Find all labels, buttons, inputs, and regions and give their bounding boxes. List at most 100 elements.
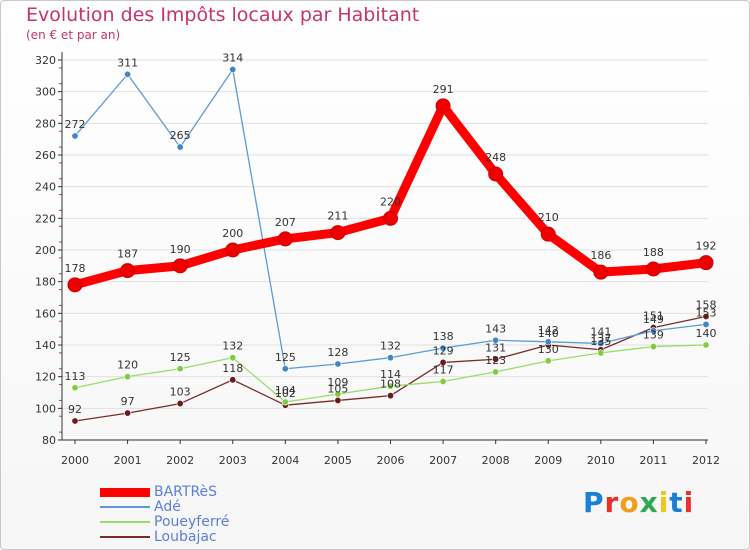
data-point — [702, 341, 710, 349]
data-label: 207 — [275, 216, 296, 229]
data-label: 210 — [538, 211, 559, 224]
data-label: 190 — [170, 243, 191, 256]
data-point — [383, 210, 398, 226]
data-point — [229, 66, 237, 74]
gridlines — [62, 59, 708, 441]
data-label: 141 — [590, 325, 611, 338]
series-lines — [67, 66, 714, 425]
data-point — [330, 225, 346, 241]
data-point — [334, 390, 342, 398]
data-point — [124, 70, 132, 78]
data-point — [698, 255, 714, 271]
x-tick-label: 2009 — [534, 454, 562, 467]
y-tick-label: 220 — [35, 212, 56, 225]
data-point — [492, 355, 500, 363]
data-label: 114 — [380, 368, 401, 381]
data-point — [597, 349, 605, 357]
x-tick-label: 2011 — [639, 454, 667, 467]
data-label: 123 — [485, 354, 506, 367]
logo-letter: i — [683, 486, 695, 519]
data-point — [492, 336, 500, 344]
data-label: 118 — [222, 362, 243, 375]
x-tick-label: 2002 — [166, 454, 194, 467]
data-label: 272 — [65, 118, 86, 131]
data-point — [597, 339, 605, 347]
data-point — [120, 263, 136, 279]
data-label: 265 — [170, 129, 191, 142]
y-tick-label: 240 — [35, 181, 56, 194]
data-point — [334, 396, 342, 404]
data-label: 137 — [590, 332, 611, 345]
legend-label: Poueyferré — [154, 514, 230, 530]
data-point — [225, 242, 241, 258]
data-label: 104 — [275, 384, 296, 397]
data-label: 143 — [485, 322, 506, 335]
chart-title: Evolution des Impôts locaux par Habitant — [26, 4, 420, 26]
y-tick-label: 120 — [35, 371, 56, 384]
data-point — [544, 357, 552, 365]
data-label: 142 — [538, 324, 559, 337]
data-label: 103 — [170, 386, 191, 399]
data-label: 140 — [538, 327, 559, 340]
y-tick-label: 140 — [35, 339, 56, 352]
logo-letter: i — [658, 486, 670, 519]
data-label: 108 — [380, 378, 401, 391]
data-label: 109 — [327, 376, 348, 389]
data-point — [492, 368, 500, 376]
x-tick-label: 2008 — [482, 454, 510, 467]
data-label: 131 — [485, 341, 506, 354]
data-label: 178 — [65, 262, 86, 275]
data-point — [71, 132, 79, 140]
y-tick-label: 300 — [35, 86, 56, 99]
y-tick-label: 80 — [42, 434, 56, 447]
y-tick-label: 280 — [35, 117, 56, 130]
data-label: 314 — [222, 52, 243, 65]
data-label: 132 — [380, 340, 401, 353]
data-label: 102 — [275, 387, 296, 400]
data-point — [334, 360, 342, 368]
x-tick-label: 2010 — [587, 454, 615, 467]
data-label: 120 — [117, 359, 138, 372]
data-label: 151 — [643, 310, 664, 323]
x-tick-label: 2006 — [377, 454, 405, 467]
logo-letter: o — [619, 486, 640, 519]
x-tick-label: 2003 — [219, 454, 247, 467]
data-label: 130 — [538, 343, 559, 356]
data-point — [488, 166, 504, 182]
data-point — [435, 98, 451, 114]
logo-letter: P — [583, 486, 605, 519]
data-label: 135 — [590, 335, 611, 348]
data-point — [71, 384, 79, 392]
data-label: 117 — [433, 363, 454, 376]
data-label: 129 — [433, 344, 454, 357]
chart-subtitle: (en € et par an) — [26, 28, 121, 42]
data-label: 149 — [643, 313, 664, 326]
x-tick-label: 2005 — [324, 454, 352, 467]
legend-swatch — [100, 487, 150, 497]
x-tick-label: 2007 — [429, 454, 457, 467]
data-point — [386, 382, 394, 390]
data-point — [124, 373, 132, 381]
data-label: 192 — [696, 240, 717, 253]
data-label: 188 — [643, 246, 664, 259]
legend-swatch — [100, 521, 150, 523]
data-labels: 178 187 190 200 207 211 220 291 248 210 186 188 192 2… — [65, 52, 717, 417]
legend-swatch — [100, 536, 150, 538]
x-tick-label: 2000 — [61, 454, 89, 467]
data-label: 97 — [121, 395, 135, 408]
logo-letter: r — [604, 486, 620, 519]
data-label: 200 — [222, 227, 243, 240]
axes: 80 100 120 140 160 180 200 220 240 260 280 300 320 20… — [35, 52, 720, 467]
data-point — [229, 376, 237, 384]
data-point — [544, 338, 552, 346]
proxiti-logo: Proxiti — [583, 486, 694, 519]
y-tick-label: 200 — [35, 244, 56, 257]
data-label: 105 — [327, 382, 348, 395]
y-tick-label: 260 — [35, 149, 56, 162]
data-label: 211 — [327, 210, 348, 223]
data-point — [386, 392, 394, 400]
data-point — [702, 312, 710, 320]
data-label: 158 — [696, 299, 717, 312]
data-point — [67, 277, 83, 293]
data-label: 125 — [275, 351, 296, 364]
